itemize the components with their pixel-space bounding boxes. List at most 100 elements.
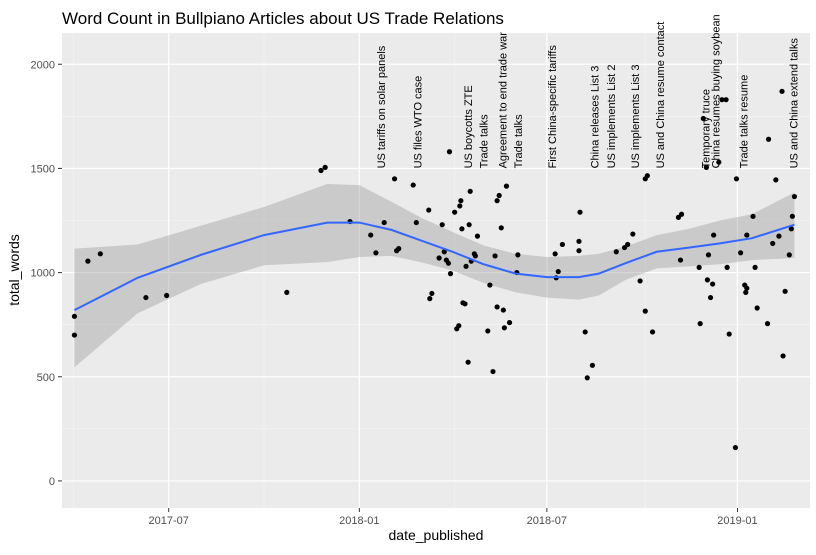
- data-point: [515, 252, 521, 258]
- data-point: [630, 231, 636, 237]
- data-point: [765, 136, 772, 142]
- annotation-label: US and China extend talks: [788, 38, 800, 169]
- data-point: [788, 226, 794, 232]
- data-point: [705, 252, 712, 258]
- data-point: [496, 192, 502, 199]
- y-tick-label: 1500: [31, 163, 55, 175]
- data-point: [754, 305, 760, 311]
- data-point: [85, 258, 91, 264]
- data-point: [446, 149, 453, 155]
- confidence-ribbon: [74, 184, 795, 368]
- data-point: [284, 289, 290, 295]
- data-point: [782, 288, 788, 294]
- annotation-label: China resumes buying soybean: [711, 14, 723, 168]
- data-point: [164, 292, 170, 299]
- annotation-label: US implements List 3: [630, 64, 642, 168]
- data-point: [427, 296, 433, 302]
- annotation-label: Agreement to end trade war: [497, 32, 509, 169]
- y-tick-label: 0: [49, 476, 55, 488]
- data-point: [744, 232, 750, 238]
- data-point: [465, 359, 471, 365]
- annotation-label: China releases List 3: [590, 66, 602, 169]
- annotation-label: Trade talks resume: [739, 75, 751, 169]
- data-point: [710, 281, 716, 287]
- data-point: [776, 233, 782, 239]
- y-axis: 0 500 1000 1500 2000: [31, 59, 62, 488]
- data-point: [589, 362, 596, 368]
- grid-major: [62, 33, 810, 508]
- data-point: [559, 241, 565, 248]
- data-point: [737, 250, 744, 256]
- data-point: [452, 209, 458, 215]
- data-point: [429, 290, 435, 297]
- data-point: [459, 226, 465, 232]
- data-point: [487, 282, 493, 288]
- chart-title: Word Count in Bullpiano Articles about U…: [62, 9, 504, 28]
- data-point: [457, 203, 463, 209]
- data-point: [552, 251, 558, 257]
- data-point: [649, 329, 656, 335]
- data-point: [576, 248, 582, 254]
- data-point: [582, 329, 588, 335]
- data-point: [732, 444, 739, 451]
- data-point: [716, 159, 722, 165]
- data-point: [700, 115, 706, 122]
- annotation-label: US implements List 2: [606, 64, 618, 168]
- data-point: [441, 249, 447, 255]
- smooth-curve: [73, 221, 795, 311]
- data-point: [368, 232, 374, 238]
- data-point: [501, 325, 507, 331]
- data-point: [707, 294, 714, 301]
- data-point: [773, 177, 779, 183]
- data-point: [426, 207, 432, 213]
- data-point: [697, 321, 703, 327]
- data-point: [696, 264, 702, 270]
- x-tick-label: 2018-01: [339, 515, 379, 527]
- data-point: [644, 173, 650, 179]
- data-point: [439, 222, 445, 228]
- annotation-label: US boycotts ZTE: [463, 85, 475, 168]
- data-point: [791, 193, 798, 200]
- data-point: [677, 257, 684, 263]
- data-point: [703, 164, 709, 170]
- annotation-label: Temporary truce: [700, 89, 712, 168]
- x-tick-label: 2019-01: [717, 515, 757, 527]
- data-point: [744, 285, 750, 291]
- data-point: [724, 264, 730, 270]
- data-point: [726, 331, 732, 337]
- y-tick-label: 500: [37, 372, 55, 384]
- data-point: [555, 268, 561, 275]
- smooth-line: [73, 221, 795, 311]
- data-point: [704, 277, 711, 283]
- x-axis-label: date_published: [389, 527, 484, 543]
- data-point: [786, 252, 792, 258]
- x-tick-label: 2017-07: [149, 515, 189, 527]
- data-point: [625, 241, 631, 248]
- data-point: [733, 176, 740, 182]
- data-point: [779, 88, 785, 94]
- annotation-label: First China-specific tariffs: [547, 45, 559, 169]
- data-point: [466, 222, 472, 228]
- data-point: [770, 240, 776, 247]
- data-point: [711, 232, 717, 238]
- data-point: [485, 328, 491, 334]
- data-point: [494, 198, 500, 204]
- data-point: [743, 289, 749, 295]
- data-point: [750, 213, 756, 219]
- data-point: [490, 368, 496, 375]
- grid-minor: [62, 33, 810, 508]
- data-point: [413, 219, 419, 226]
- confidence-band: [74, 184, 795, 368]
- data-point: [752, 264, 758, 270]
- data-point: [445, 260, 452, 266]
- data-point: [458, 198, 464, 204]
- data-point: [462, 301, 468, 307]
- data-point: [723, 97, 729, 103]
- data-point: [498, 225, 504, 231]
- y-tick-label: 1000: [31, 268, 55, 280]
- data-point: [576, 238, 582, 244]
- annotation-label: Trade talks: [479, 114, 491, 169]
- annotation-label: Trade talks: [513, 114, 525, 169]
